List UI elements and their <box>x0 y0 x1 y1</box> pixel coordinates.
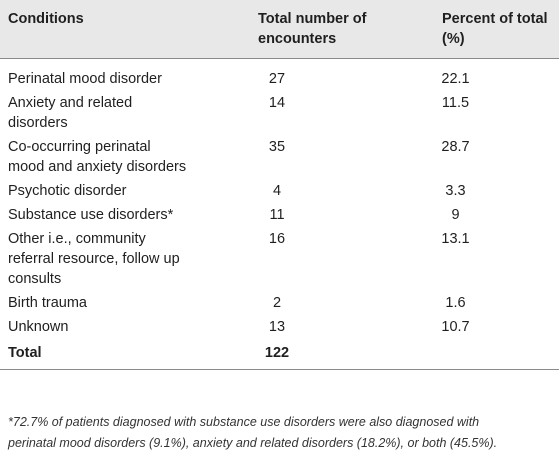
table-row: Birth trauma 2 1.6 <box>0 291 559 315</box>
total-percent <box>394 339 559 370</box>
table-row: Substance use disorders* 11 9 <box>0 203 559 227</box>
cell-condition: Unknown <box>0 315 222 339</box>
cell-encounter-count: 35 <box>268 139 286 155</box>
table-body: Perinatal mood disorder 27 22.1 Anxiety and… <box>0 59 559 370</box>
condition-text-line: Anxiety and related <box>8 95 133 111</box>
footnote-line1: *72.7% of patients diagnosed with substa… <box>8 415 480 429</box>
header-total-line2: encounters <box>258 31 337 47</box>
table-row: Perinatal mood disorder 27 22.1 <box>0 59 559 92</box>
cell-encounter-count: 13 <box>268 319 286 335</box>
table-header: Conditions Total number of encounters Pe… <box>0 0 559 59</box>
condition-text-line: consults <box>8 271 62 287</box>
cell-encounter-count: 2 <box>272 295 282 311</box>
cell-percent: 11.5 <box>441 95 470 111</box>
cell-percent: 9 <box>451 207 460 223</box>
header-row: Conditions Total number of encounters Pe… <box>0 0 559 59</box>
header-conditions-label: Conditions <box>8 11 84 27</box>
table-row: Anxiety and related disorders 14 11.5 <box>0 91 559 135</box>
condition-text-line: mood and anxiety disorders <box>8 159 187 175</box>
condition-text-line: referral resource, follow up <box>8 251 180 267</box>
header-total-encounters: Total number of encounters <box>222 0 394 59</box>
total-label: Total <box>0 339 222 370</box>
cell-condition: Anxiety and related disorders <box>0 91 222 135</box>
condition-text-line: Unknown <box>8 319 69 335</box>
condition-text-line: Psychotic disorder <box>8 183 127 199</box>
header-total-line1: Total number of <box>258 11 367 27</box>
header-percent-total: Percent of total (%) <box>394 0 559 59</box>
cell-condition: Birth trauma <box>0 291 222 315</box>
condition-text-line: Co-occurring perinatal <box>8 139 151 155</box>
conditions-table-container: Conditions Total number of encounters Pe… <box>0 0 559 370</box>
table-row: Co-occurring perinatal mood and anxiety d… <box>0 135 559 179</box>
cell-encounter-count: 27 <box>268 71 286 87</box>
cell-percent: 13.1 <box>441 231 470 247</box>
cell-percent: 22.1 <box>441 71 470 87</box>
table-row: Unknown 13 10.7 <box>0 315 559 339</box>
footnote-line2: perinatal mood disorders (9.1%), anxiety… <box>8 436 498 450</box>
cell-condition: Perinatal mood disorder <box>0 59 222 92</box>
total-row: Total 122 <box>0 339 559 370</box>
condition-text-line: disorders <box>8 115 68 131</box>
cell-condition: Psychotic disorder <box>0 179 222 203</box>
condition-text-line: Birth trauma <box>8 295 87 311</box>
cell-percent: 3.3 <box>445 183 466 199</box>
condition-text-line: Perinatal mood disorder <box>8 71 162 87</box>
condition-text-line: Substance use disorders* <box>8 207 174 223</box>
cell-encounter-count: 11 <box>269 207 285 223</box>
table-footnote: *72.7% of patients diagnosed with substa… <box>8 412 553 454</box>
header-percent-line2: (%) <box>442 31 465 47</box>
table-row: Other i.e., community referral resource, … <box>0 227 559 291</box>
cell-encounter-count: 16 <box>268 231 286 247</box>
table-row: Psychotic disorder 4 3.3 <box>0 179 559 203</box>
cell-percent: 1.6 <box>445 295 466 311</box>
cell-condition: Co-occurring perinatal mood and anxiety d… <box>0 135 222 179</box>
total-count: 122 <box>222 339 394 370</box>
cell-encounter-count: 14 <box>268 95 286 111</box>
header-percent-line1: Percent of total <box>442 11 548 27</box>
cell-encounter-count: 4 <box>272 183 282 199</box>
cell-percent: 28.7 <box>441 139 470 155</box>
cell-condition: Substance use disorders* <box>0 203 222 227</box>
conditions-table: Conditions Total number of encounters Pe… <box>0 0 559 370</box>
cell-percent: 10.7 <box>441 319 470 335</box>
condition-text-line: Other i.e., community <box>8 231 146 247</box>
cell-condition: Other i.e., community referral resource, … <box>0 227 222 291</box>
header-conditions: Conditions <box>0 0 222 59</box>
